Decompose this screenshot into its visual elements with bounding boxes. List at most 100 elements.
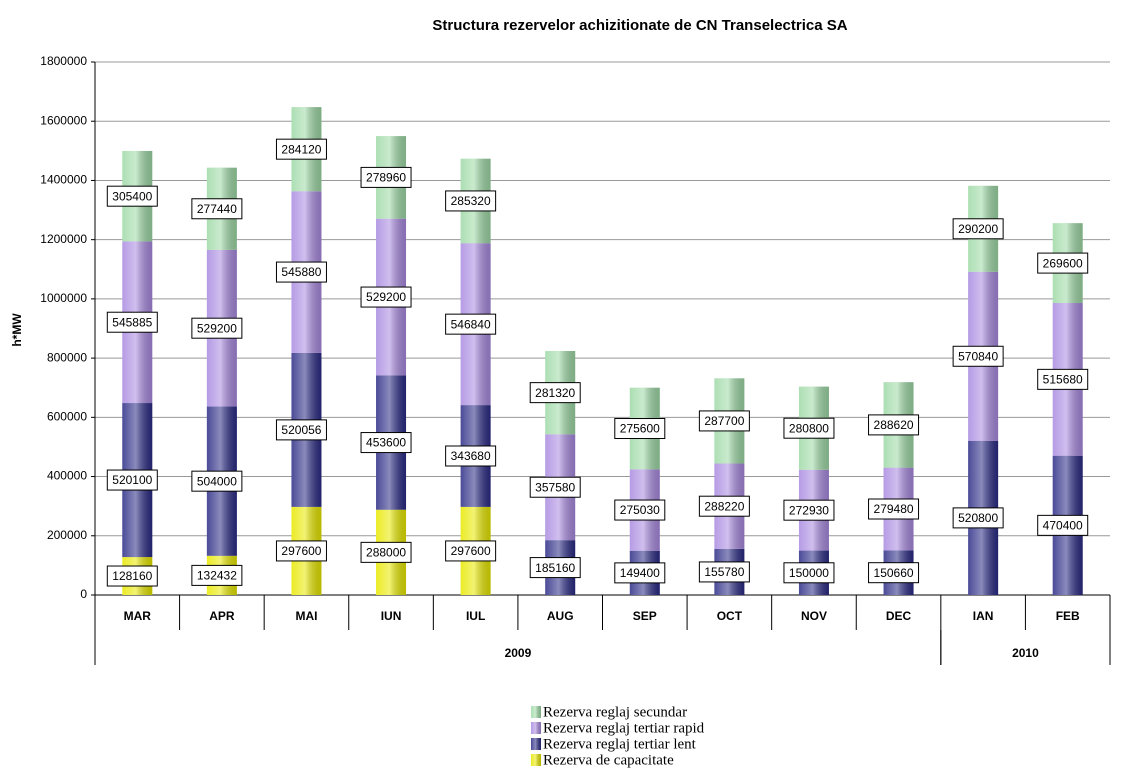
data-label: 185160 [535,561,575,575]
data-label-box [360,286,412,308]
data-label: 277440 [197,202,237,216]
data-label: 281320 [535,386,575,400]
legend-label: Rezerva reglaj secundar [543,704,687,720]
data-label-box [529,382,581,404]
group-label: 2010 [1012,646,1039,660]
data-label: 284120 [281,142,321,156]
data-label: 288620 [874,418,914,432]
data-label: 278960 [366,171,406,185]
data-label: 570840 [958,349,998,363]
y-tick-label: 1000000 [40,291,87,305]
x-tick-label: IUN [381,609,402,623]
x-tick-label: DEC [886,609,912,623]
data-label-box [952,345,1004,367]
data-label-box [952,218,1004,240]
data-label-box [360,432,412,454]
data-label-box [614,499,666,521]
y-tick-label: 1200000 [40,232,87,246]
data-label-box [868,498,920,520]
y-tick-label: 1600000 [40,113,87,127]
data-label-box [698,495,750,517]
data-label-box [868,414,920,436]
data-label-box [783,499,835,521]
data-label-box [275,419,327,441]
data-label-box [191,470,243,492]
data-label-box [106,565,158,587]
data-label-box [1037,368,1089,390]
data-label: 285320 [451,194,491,208]
legend-swatch-shine [531,706,541,718]
x-tick-label: FEB [1056,609,1080,623]
data-label: 545885 [112,315,152,329]
x-tick-label: MAI [295,609,317,623]
data-label: 470400 [1043,519,1083,533]
x-tick-label: SEP [633,609,657,623]
data-label-box [445,540,497,562]
data-label: 128160 [112,569,152,583]
data-label-box [529,476,581,498]
data-label-box [614,418,666,440]
data-label-box [614,562,666,584]
data-label: 504000 [197,474,237,488]
data-label-box [191,198,243,220]
data-label-box [445,190,497,212]
data-label-box [445,313,497,335]
data-label-box [698,561,750,583]
data-label: 290200 [958,222,998,236]
data-label: 297600 [281,544,321,558]
data-label: 279480 [874,502,914,516]
data-label: 520056 [281,423,321,437]
data-label: 520100 [112,473,152,487]
data-label-box [275,138,327,160]
data-label-box [106,185,158,207]
data-label-box [191,317,243,339]
legend-swatch-shine [531,722,541,734]
data-label-box [1037,514,1089,536]
x-tick-label: IAN [973,609,994,623]
data-label-box [445,445,497,467]
data-label: 275030 [620,503,660,517]
data-label: 150660 [874,566,914,580]
y-tick-label: 1800000 [40,54,87,68]
data-label: 287700 [704,414,744,428]
data-label: 275600 [620,422,660,436]
legend-label: Rezerva reglaj tertiar lent [543,736,697,752]
data-label-box [360,541,412,563]
y-tick-label: 600000 [47,410,87,424]
data-label: 150000 [789,566,829,580]
data-label: 305400 [112,189,152,203]
data-label: 272930 [789,503,829,517]
x-tick-label: MAR [124,609,152,623]
x-tick-label: NOV [801,609,827,623]
data-label: 453600 [366,436,406,450]
y-tick-label: 200000 [47,528,87,542]
legend-label: Rezerva reglaj tertiar rapid [543,720,705,736]
data-label-box [529,557,581,579]
group-label: 2009 [505,646,532,660]
data-label: 132432 [197,569,237,583]
data-label-box [106,311,158,333]
x-tick-label: AUG [547,609,574,623]
data-label: 280800 [789,421,829,435]
data-label: 297600 [451,544,491,558]
y-tick-label: 800000 [47,350,87,364]
data-label: 520800 [958,511,998,525]
data-label: 149400 [620,566,660,580]
y-tick-label: 1400000 [40,173,87,187]
data-label: 529200 [366,290,406,304]
legend-swatch-shine [531,738,541,750]
data-label-box [1037,252,1089,274]
data-label: 546840 [451,317,491,331]
data-label-box [868,562,920,584]
data-label-box [783,417,835,439]
data-label-box [952,507,1004,529]
data-label-box [783,562,835,584]
x-tick-label: OCT [717,609,743,623]
data-label-box [106,469,158,491]
data-label-box [360,166,412,188]
data-label-box [275,261,327,283]
data-label: 288220 [704,499,744,513]
x-tick-label: APR [209,609,235,623]
